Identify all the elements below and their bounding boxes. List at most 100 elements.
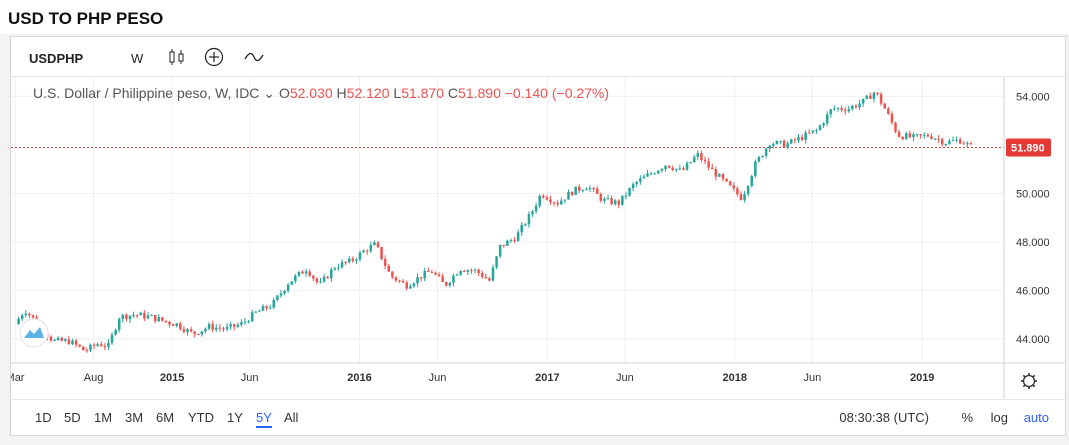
candle-down xyxy=(211,320,214,333)
candle-body xyxy=(570,191,574,195)
range-ytd[interactable]: YTD xyxy=(188,410,214,425)
candle-down xyxy=(308,269,311,277)
logo-mark xyxy=(24,327,44,338)
candle-body xyxy=(613,200,617,205)
range-5d[interactable]: 5D xyxy=(64,410,81,425)
candle-body xyxy=(409,286,412,289)
candle-up xyxy=(107,339,110,351)
candle-body xyxy=(797,137,800,141)
candle-up xyxy=(355,257,358,264)
range-3m[interactable]: 3M xyxy=(125,410,144,425)
candle-body xyxy=(56,337,60,341)
candle-up xyxy=(322,273,326,284)
candle-down xyxy=(387,263,391,272)
percent-scale-button[interactable]: % xyxy=(961,410,973,425)
candle-down xyxy=(391,271,394,280)
candle-up xyxy=(121,313,125,323)
range-1y[interactable]: 1Y xyxy=(227,410,243,425)
candle-down xyxy=(937,135,940,144)
price-chart[interactable]: 44.00046.00048.00050.00052.00054.000MarA… xyxy=(11,77,1065,399)
candle-up xyxy=(922,131,926,139)
candle-up xyxy=(642,174,646,179)
candle-body xyxy=(631,184,635,189)
compare-line-icon[interactable] xyxy=(243,46,265,68)
candle-body xyxy=(437,274,441,277)
log-scale-button[interactable]: log xyxy=(990,410,1008,425)
candle-up xyxy=(790,138,793,145)
candle-body xyxy=(811,130,815,133)
candle-body xyxy=(577,186,581,191)
candle-up xyxy=(915,133,919,138)
candle-body xyxy=(725,178,728,182)
legend: U.S. Dollar / Philippine peso, W, IDC ⌄ … xyxy=(33,85,609,101)
candle-down xyxy=(484,273,488,279)
candle-up xyxy=(455,273,459,276)
candle-down xyxy=(434,271,437,276)
chart-widget: USDPHP W 44.00046.00048.00050.00052.0005… xyxy=(10,36,1066,436)
candle-up xyxy=(779,140,782,145)
candle-body xyxy=(851,105,854,109)
range-1m[interactable]: 1M xyxy=(94,410,113,425)
x-tick-label: 2016 xyxy=(347,372,371,384)
add-indicator-icon[interactable] xyxy=(203,46,225,68)
candle-up xyxy=(495,256,498,270)
candle-body xyxy=(312,275,315,279)
candle-body xyxy=(969,143,973,145)
candle-up xyxy=(506,239,509,247)
candle-down xyxy=(793,137,797,144)
candle-body xyxy=(441,276,444,282)
candle-down xyxy=(714,166,718,181)
candle-up xyxy=(861,98,865,107)
candle-body xyxy=(401,280,405,283)
y-tick-label: 46.000 xyxy=(1016,285,1050,297)
candle-body xyxy=(897,131,901,137)
candle-up xyxy=(423,267,426,282)
page-title: USD TO PHP PESO xyxy=(8,9,164,28)
candle-down xyxy=(164,320,168,324)
candle-down xyxy=(542,194,545,199)
range-1d[interactable]: 1D xyxy=(35,410,52,425)
candle-body xyxy=(736,188,739,195)
candle-up xyxy=(333,266,337,271)
candle-body xyxy=(430,271,434,273)
candle-up xyxy=(692,154,696,163)
candle-up xyxy=(581,189,585,193)
utc-clock[interactable]: 08:30:38 (UTC) xyxy=(839,410,929,425)
candles-layer xyxy=(17,91,973,353)
candlestick-icon[interactable] xyxy=(166,46,188,68)
candle-body xyxy=(624,195,628,197)
candle-up xyxy=(459,270,462,276)
candle-body xyxy=(434,272,437,275)
symbol-button[interactable]: USDPHP xyxy=(29,51,84,66)
candle-body xyxy=(628,188,631,196)
candle-body xyxy=(265,306,268,309)
candle-down xyxy=(879,91,883,106)
range-5y[interactable]: 5Y xyxy=(256,410,272,428)
candle-body xyxy=(117,318,121,330)
candle-body xyxy=(247,321,250,323)
candle-up xyxy=(114,328,117,337)
candle-up xyxy=(520,221,523,236)
interval-button[interactable]: W xyxy=(131,51,144,66)
gear-ring xyxy=(1022,374,1036,388)
candle-body xyxy=(294,275,297,282)
candle-body xyxy=(696,153,700,158)
candle-body xyxy=(232,324,236,327)
candle-up xyxy=(498,244,502,258)
gear-tooth xyxy=(1032,374,1036,378)
auto-scale-button[interactable]: auto xyxy=(1023,410,1049,425)
candle-body xyxy=(448,282,452,286)
candle-body xyxy=(412,283,416,287)
range-all[interactable]: All xyxy=(284,410,299,425)
candle-body xyxy=(685,163,689,170)
candle-down xyxy=(671,165,674,172)
settings-gear-icon[interactable] xyxy=(1021,373,1037,389)
candle-body xyxy=(639,178,642,182)
candle-body xyxy=(204,328,207,332)
candle-body xyxy=(790,139,793,144)
range-6m[interactable]: 6M xyxy=(156,410,175,425)
candle-body xyxy=(524,224,527,226)
candle-body xyxy=(883,103,886,109)
candle-body xyxy=(20,315,24,319)
candle-up xyxy=(304,268,308,277)
